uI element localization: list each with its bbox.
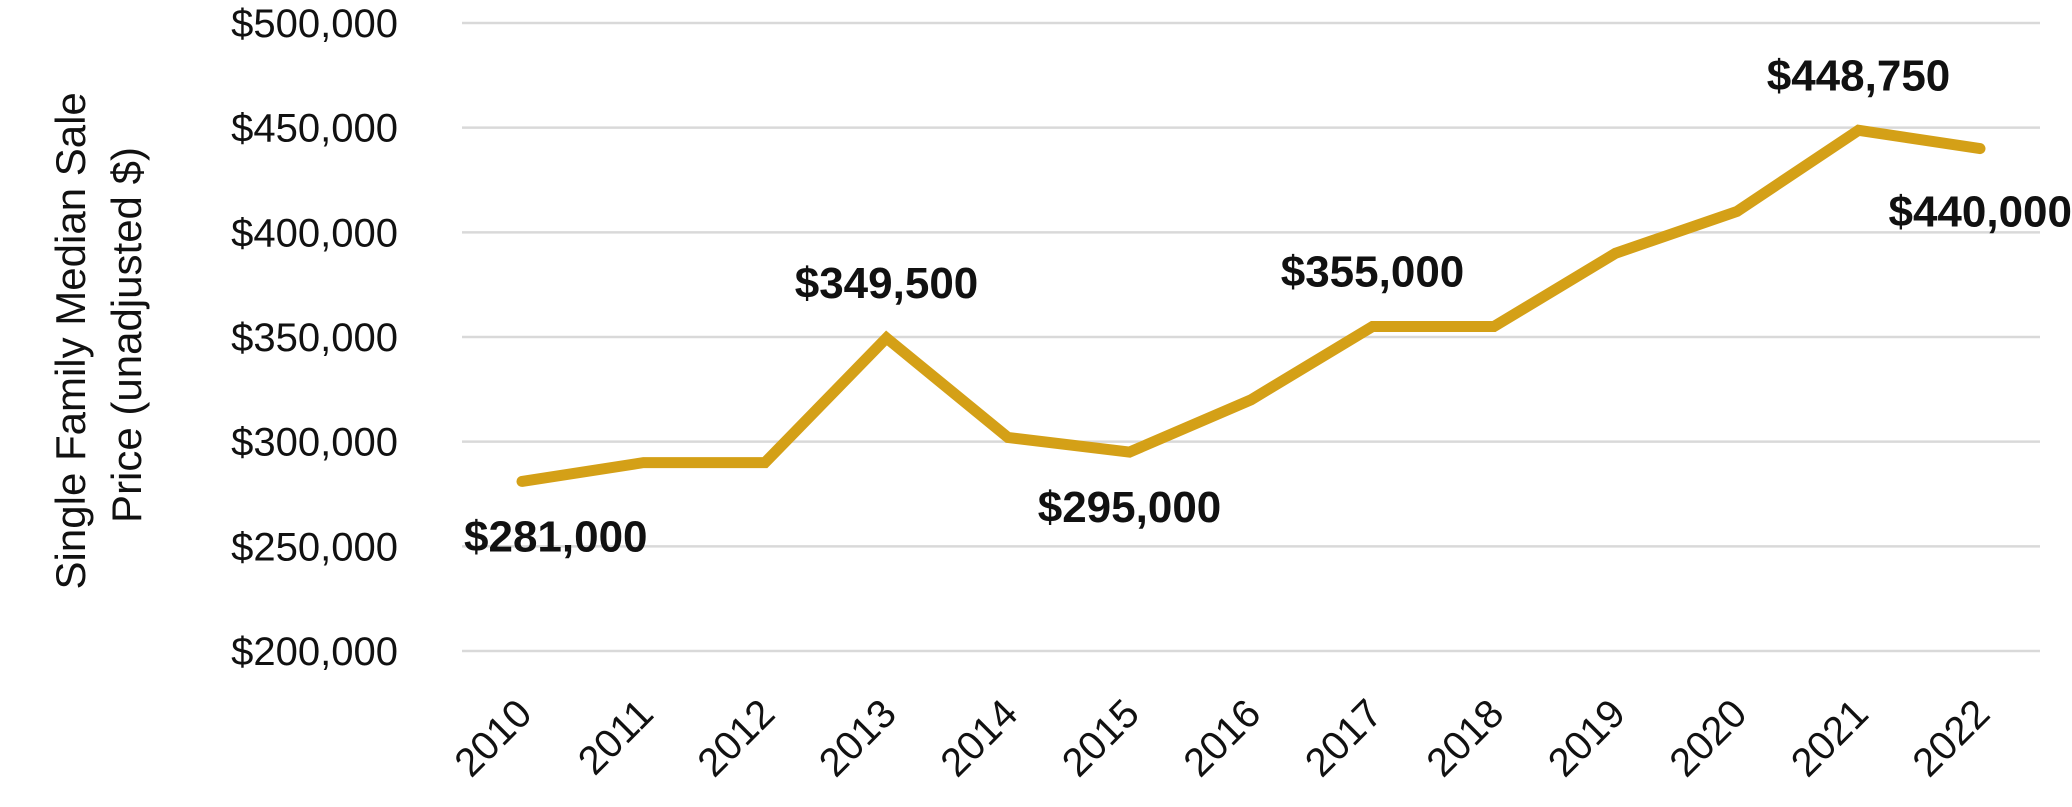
data-label-2015: $295,000 [1038, 483, 1222, 532]
x-tick-label: 2013 [811, 691, 905, 785]
x-tick-label: 2017 [1297, 691, 1391, 785]
x-tick-label: 2022 [1904, 691, 1998, 785]
y-tick-label: $250,000 [231, 525, 398, 569]
series-lines [516, 124, 1986, 487]
data-label-2013: $349,500 [795, 259, 979, 308]
x-tick-label: 2010 [446, 691, 540, 785]
x-axis-ticks: 2010 2011 2012 2013 2014 2015 2016 2017 2018 2019… [446, 691, 1998, 785]
series-line-0 [516, 124, 1986, 487]
data-label-2010: $281,000 [464, 512, 648, 561]
x-tick-label: 2021 [1783, 691, 1877, 785]
y-tick-label: $200,000 [231, 630, 398, 674]
x-tick-label: 2012 [689, 691, 783, 785]
x-tick-label: 2020 [1661, 691, 1755, 785]
y-axis-label: Single Family Median Sale Price (unadjus… [47, 81, 150, 590]
data-label-2017: $355,000 [1281, 248, 1465, 297]
data-label-2021: $448,750 [1767, 51, 1951, 100]
x-tick-label: 2011 [570, 691, 662, 783]
y-tick-label: $350,000 [231, 316, 398, 360]
x-tick-label: 2018 [1418, 691, 1512, 785]
y-tick-label: $450,000 [231, 107, 398, 151]
y-tick-label: $500,000 [231, 2, 398, 46]
x-tick-label: 2015 [1054, 691, 1148, 785]
y-tick-label: $300,000 [231, 421, 398, 465]
x-tick-label: 2014 [932, 691, 1026, 785]
y-axis-label-line-1: Single Family Median Sale [47, 92, 94, 589]
y-axis-ticks: $200,000 $250,000 $300,000 $350,000 $400,000… [231, 2, 398, 674]
y-axis-label-line-2: Price (unadjusted $) [103, 147, 150, 523]
data-label-2022: $440,000 [1888, 188, 2072, 237]
x-tick-label: 2016 [1175, 691, 1269, 785]
x-tick-label: 2019 [1540, 691, 1634, 785]
y-tick-label: $400,000 [231, 211, 398, 255]
data-labels: $281,000 $349,500 $295,000 $355,000 $448,750… [464, 51, 2072, 561]
gridlines [462, 21, 2040, 653]
